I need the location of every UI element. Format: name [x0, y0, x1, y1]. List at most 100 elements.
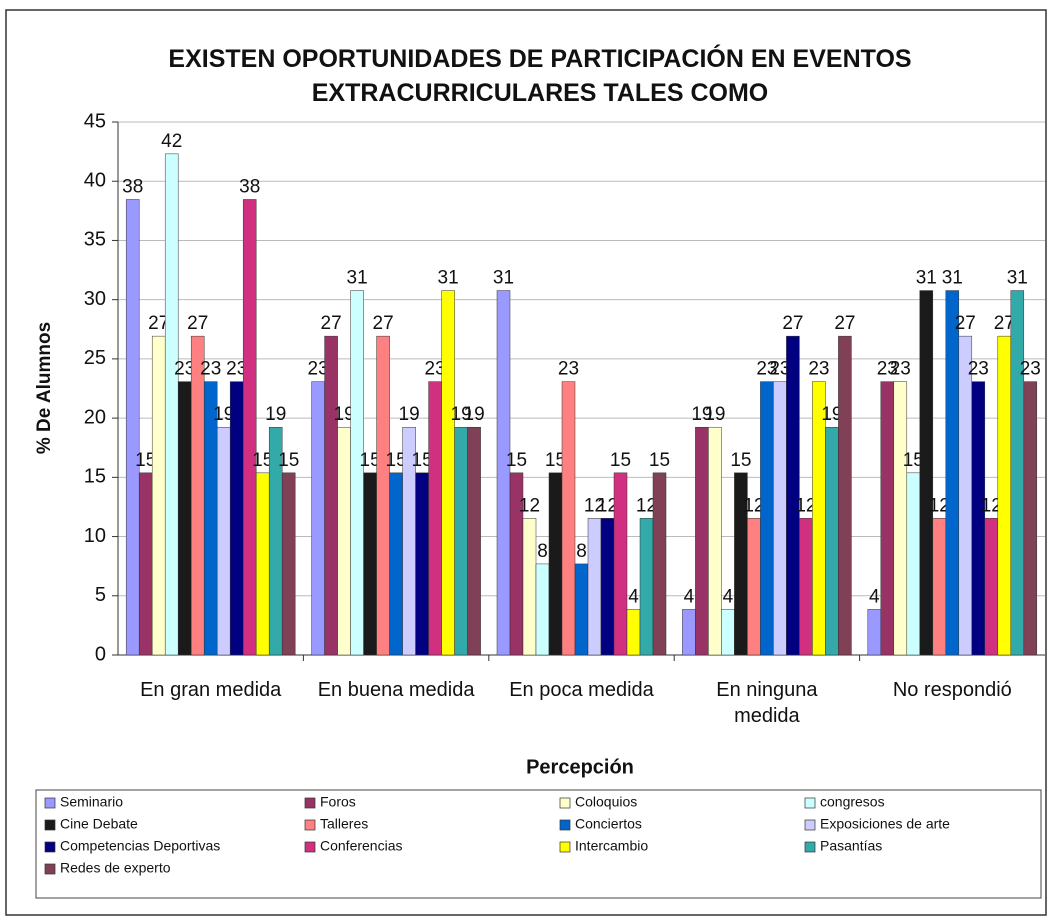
value-label: 27: [321, 313, 342, 334]
x-tick-label: En buena medida: [317, 679, 475, 701]
legend-swatch: [559, 797, 571, 809]
bar: [389, 472, 403, 656]
value-label: 12: [636, 495, 657, 516]
value-label: 19: [265, 404, 286, 425]
value-label: 15: [135, 450, 156, 471]
value-label: 4: [684, 586, 695, 607]
legend-swatch: [559, 841, 571, 853]
x-tick-label: En poca medida: [509, 679, 654, 701]
value-label: 23: [877, 359, 898, 380]
legend-swatch: [804, 841, 816, 853]
value-label: 15: [649, 450, 670, 471]
bar: [415, 472, 429, 656]
legend-swatch: [559, 819, 571, 831]
legend-label: Conciertos: [575, 816, 642, 832]
bar: [138, 472, 153, 656]
bar: [376, 335, 390, 656]
bar: [242, 199, 257, 656]
value-label: 12: [597, 495, 618, 516]
value-label: 8: [576, 541, 587, 562]
bar: [639, 518, 654, 656]
bar: [177, 381, 192, 656]
value-label: 23: [769, 359, 790, 380]
legend-label: Redes de experto: [60, 860, 171, 876]
x-tick-label: En gran medida: [140, 679, 282, 701]
bar: [350, 290, 364, 656]
bar: [496, 290, 511, 656]
bar: [880, 381, 895, 656]
bar: [1023, 381, 1038, 656]
bar: [626, 609, 641, 656]
y-tick-label: 5: [95, 584, 106, 606]
legend-swatch: [804, 797, 816, 809]
value-label: 23: [558, 359, 579, 380]
bar: [747, 518, 761, 656]
bar: [600, 518, 615, 656]
value-label: 23: [425, 359, 446, 380]
y-tick-label: 45: [84, 110, 106, 132]
bar: [682, 609, 696, 656]
value-label: 15: [730, 450, 751, 471]
value-label: 27: [187, 313, 208, 334]
legend-label: congresos: [820, 794, 885, 810]
bar: [522, 518, 537, 656]
value-label: 15: [386, 450, 407, 471]
bar: [125, 199, 140, 656]
value-label: 23: [756, 359, 777, 380]
value-label: 15: [903, 450, 924, 471]
value-label: 19: [213, 404, 234, 425]
value-label: 31: [493, 268, 514, 289]
y-axis-label: % De Alumnos: [34, 322, 55, 454]
value-label: 19: [451, 404, 472, 425]
value-label: 15: [360, 450, 381, 471]
legend-swatch: [304, 841, 316, 853]
legend-box: [35, 789, 1042, 899]
bar: [695, 426, 709, 656]
bar: [216, 426, 231, 656]
value-label: 23: [968, 359, 989, 380]
value-label: 15: [412, 450, 433, 471]
legend-label: Coloquios: [575, 794, 637, 810]
value-label: 15: [506, 450, 527, 471]
bar: [708, 426, 722, 656]
legend-label: Talleres: [320, 816, 368, 832]
value-label: 4: [723, 586, 734, 607]
x-tick-label: En ninguna medida: [716, 679, 818, 727]
bar: [467, 426, 481, 656]
bar: [587, 518, 602, 656]
bar: [337, 426, 351, 656]
bar: [1010, 290, 1025, 656]
bar: [548, 472, 563, 656]
bar: [971, 381, 986, 656]
legend-swatch: [44, 841, 56, 853]
bar: [613, 472, 628, 656]
bar: [786, 335, 800, 656]
y-tick-label: 40: [84, 170, 106, 192]
value-label: 19: [704, 404, 725, 425]
bar: [561, 381, 576, 656]
legend-swatch: [44, 863, 56, 875]
bar: [984, 518, 999, 656]
bar: [281, 472, 296, 656]
value-label: 27: [373, 313, 394, 334]
value-label: 31: [942, 268, 963, 289]
value-label: 27: [834, 313, 855, 334]
y-tick-label: 10: [84, 525, 106, 547]
y-tick-label: 25: [84, 347, 106, 369]
value-label: 12: [795, 495, 816, 516]
value-label: 12: [743, 495, 764, 516]
frame: [5, 9, 1047, 916]
value-label: 31: [347, 268, 368, 289]
bar: [760, 381, 774, 656]
value-label: 19: [464, 404, 485, 425]
y-tick-label: 0: [95, 643, 106, 665]
legend-swatch: [304, 797, 316, 809]
legend-swatch: [44, 797, 56, 809]
bar: [454, 426, 468, 656]
legend-label: Foros: [320, 794, 356, 810]
value-label: 27: [148, 313, 169, 334]
value-label: 12: [519, 495, 540, 516]
legend-label: Cine Debate: [60, 816, 138, 832]
bar: [229, 381, 244, 656]
